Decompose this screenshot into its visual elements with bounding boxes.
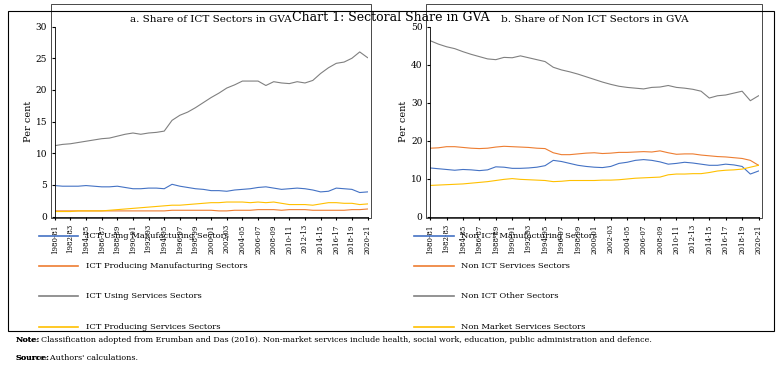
Text: ICT Using Services Sectors: ICT Using Services Sectors [86,292,202,301]
Text: Chart 1: Sectoral Share in GVA: Chart 1: Sectoral Share in GVA [292,11,490,24]
Text: Non ICT Other Sectors: Non ICT Other Sectors [461,292,559,301]
Text: Non ICT Services Sectors: Non ICT Services Sectors [461,262,570,270]
Text: ICT Producing Manufacturing Sectors: ICT Producing Manufacturing Sectors [86,262,248,270]
Text: Source:: Source: [16,354,50,362]
Title: b. Share of Non ICT Sectors in GVA: b. Share of Non ICT Sectors in GVA [500,16,688,24]
Y-axis label: Per cent: Per cent [399,101,408,142]
Title: a. Share of ICT Sectors in GVA: a. Share of ICT Sectors in GVA [131,16,292,24]
Text: Non Market Services Sectors: Non Market Services Sectors [461,323,586,331]
Text: Note: Classification adopted from Erumban and Das (2016). Non-market services in: Note: Classification adopted from Erumba… [16,336,651,344]
Text: Non ICT Manufacturing Sectors: Non ICT Manufacturing Sectors [461,231,597,240]
Text: Source: Authors' calculations.: Source: Authors' calculations. [16,354,138,362]
Text: ICT Producing Services Sectors: ICT Producing Services Sectors [86,323,221,331]
Y-axis label: Per cent: Per cent [23,101,33,142]
Text: Note:: Note: [16,336,40,344]
Text: ICT Using Manufacturing Sectors: ICT Using Manufacturing Sectors [86,231,229,240]
